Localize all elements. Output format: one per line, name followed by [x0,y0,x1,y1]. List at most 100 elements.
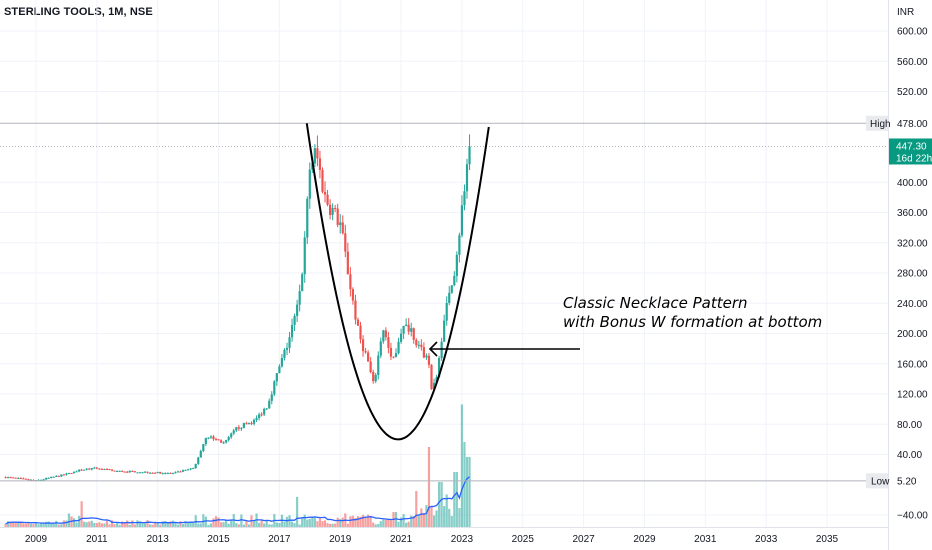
volume-bar [176,524,180,527]
volume-bar [468,457,471,527]
candle [164,472,167,475]
candle [298,284,301,312]
candle [377,351,380,380]
candle [364,348,367,354]
volume-bar [288,515,291,527]
volume-bar [453,472,456,527]
candle [192,467,195,470]
candle [207,437,210,440]
price-axis[interactable]: INR 600.00 560.00 520.00 400.00 360.00 320.00… [866,0,932,550]
volume-bar [311,516,314,527]
x-tick-label: 2033 [755,534,778,545]
candle [331,203,334,221]
candle [123,471,126,473]
volume-bar [227,523,230,527]
volume-bar [204,516,207,527]
candle [151,472,154,474]
candle [212,435,215,441]
y-tick-label: 600.00 [897,27,928,38]
volume-bar [128,524,131,527]
candle [75,470,78,473]
volume-bar [4,523,7,527]
candle [230,432,233,439]
volume-bar [192,522,195,527]
volume-bar [138,521,142,527]
volume-bar [336,517,339,527]
candle [83,469,86,471]
annotation-line-1[interactable]: Classic Necklace Pattern [563,294,748,312]
volume-bar [354,518,357,527]
volume-bar [450,515,453,527]
volume-bar [100,523,104,527]
y-tick-label: 120.00 [897,390,928,401]
candle [209,435,213,440]
candle [460,195,464,238]
candle [113,470,116,472]
x-tick-label: 2019 [329,534,352,545]
volume-bar [240,514,243,527]
candle [93,466,96,469]
candle [308,162,311,209]
volume-bar [445,494,448,527]
candle [468,134,471,171]
candle [268,398,271,409]
candle [285,342,289,356]
necklace-curve[interactable] [305,123,490,441]
annotation-line-2[interactable]: with Bonus W formation at bottom [563,313,822,331]
volume-bar [85,522,88,527]
candle [57,475,60,477]
candle [463,184,466,211]
candle [121,470,124,472]
candle [288,331,291,353]
volume-bar [136,520,139,527]
candle [148,471,152,474]
volume-bar [440,482,443,527]
volume-bar [293,523,296,527]
volume-bar [417,515,420,527]
candle [45,477,48,481]
volume-bar [146,520,149,527]
volume-bar [308,518,311,527]
candle [50,476,53,479]
y-tick-label: 80.00 [897,420,922,431]
candle [105,468,109,471]
volume-bar [181,523,185,527]
volume-bar [270,524,273,527]
candle [458,232,461,263]
volume-bar [422,512,425,527]
volume-bar [382,519,385,527]
y-tick-label: 320.00 [897,238,928,249]
candle [187,468,190,471]
time-axis[interactable]: 2009 2011 2013 2015 2017 2019 2021 2023 2025 2027… [0,527,888,546]
y-tick-label: 360.00 [897,208,928,219]
volume-bar [22,523,25,527]
volume-bar [9,521,12,527]
volume-bar [126,520,129,527]
candle [334,204,337,213]
volume-bar [141,522,144,527]
volume-bar [50,523,53,527]
volume-bar [88,521,91,527]
x-tick-label: 2017 [268,534,291,545]
volume-bar [285,516,289,527]
candle [133,471,136,473]
candle [323,181,327,203]
volume-bar [367,514,370,527]
volume-bar [110,520,114,527]
candle [382,329,385,344]
volume-bar [39,522,43,527]
candle [181,469,185,472]
volume-bar [29,523,33,527]
candle [250,421,253,425]
last-price-value: 447.30 [896,141,927,152]
volume-bar [219,522,223,527]
volume-bar [12,521,15,527]
candle [445,296,448,326]
volume-bar [369,516,372,527]
candle [412,327,415,344]
volume-bar [412,516,415,527]
x-tick-label: 2021 [390,534,413,545]
candle [184,469,187,472]
candle [252,418,256,426]
